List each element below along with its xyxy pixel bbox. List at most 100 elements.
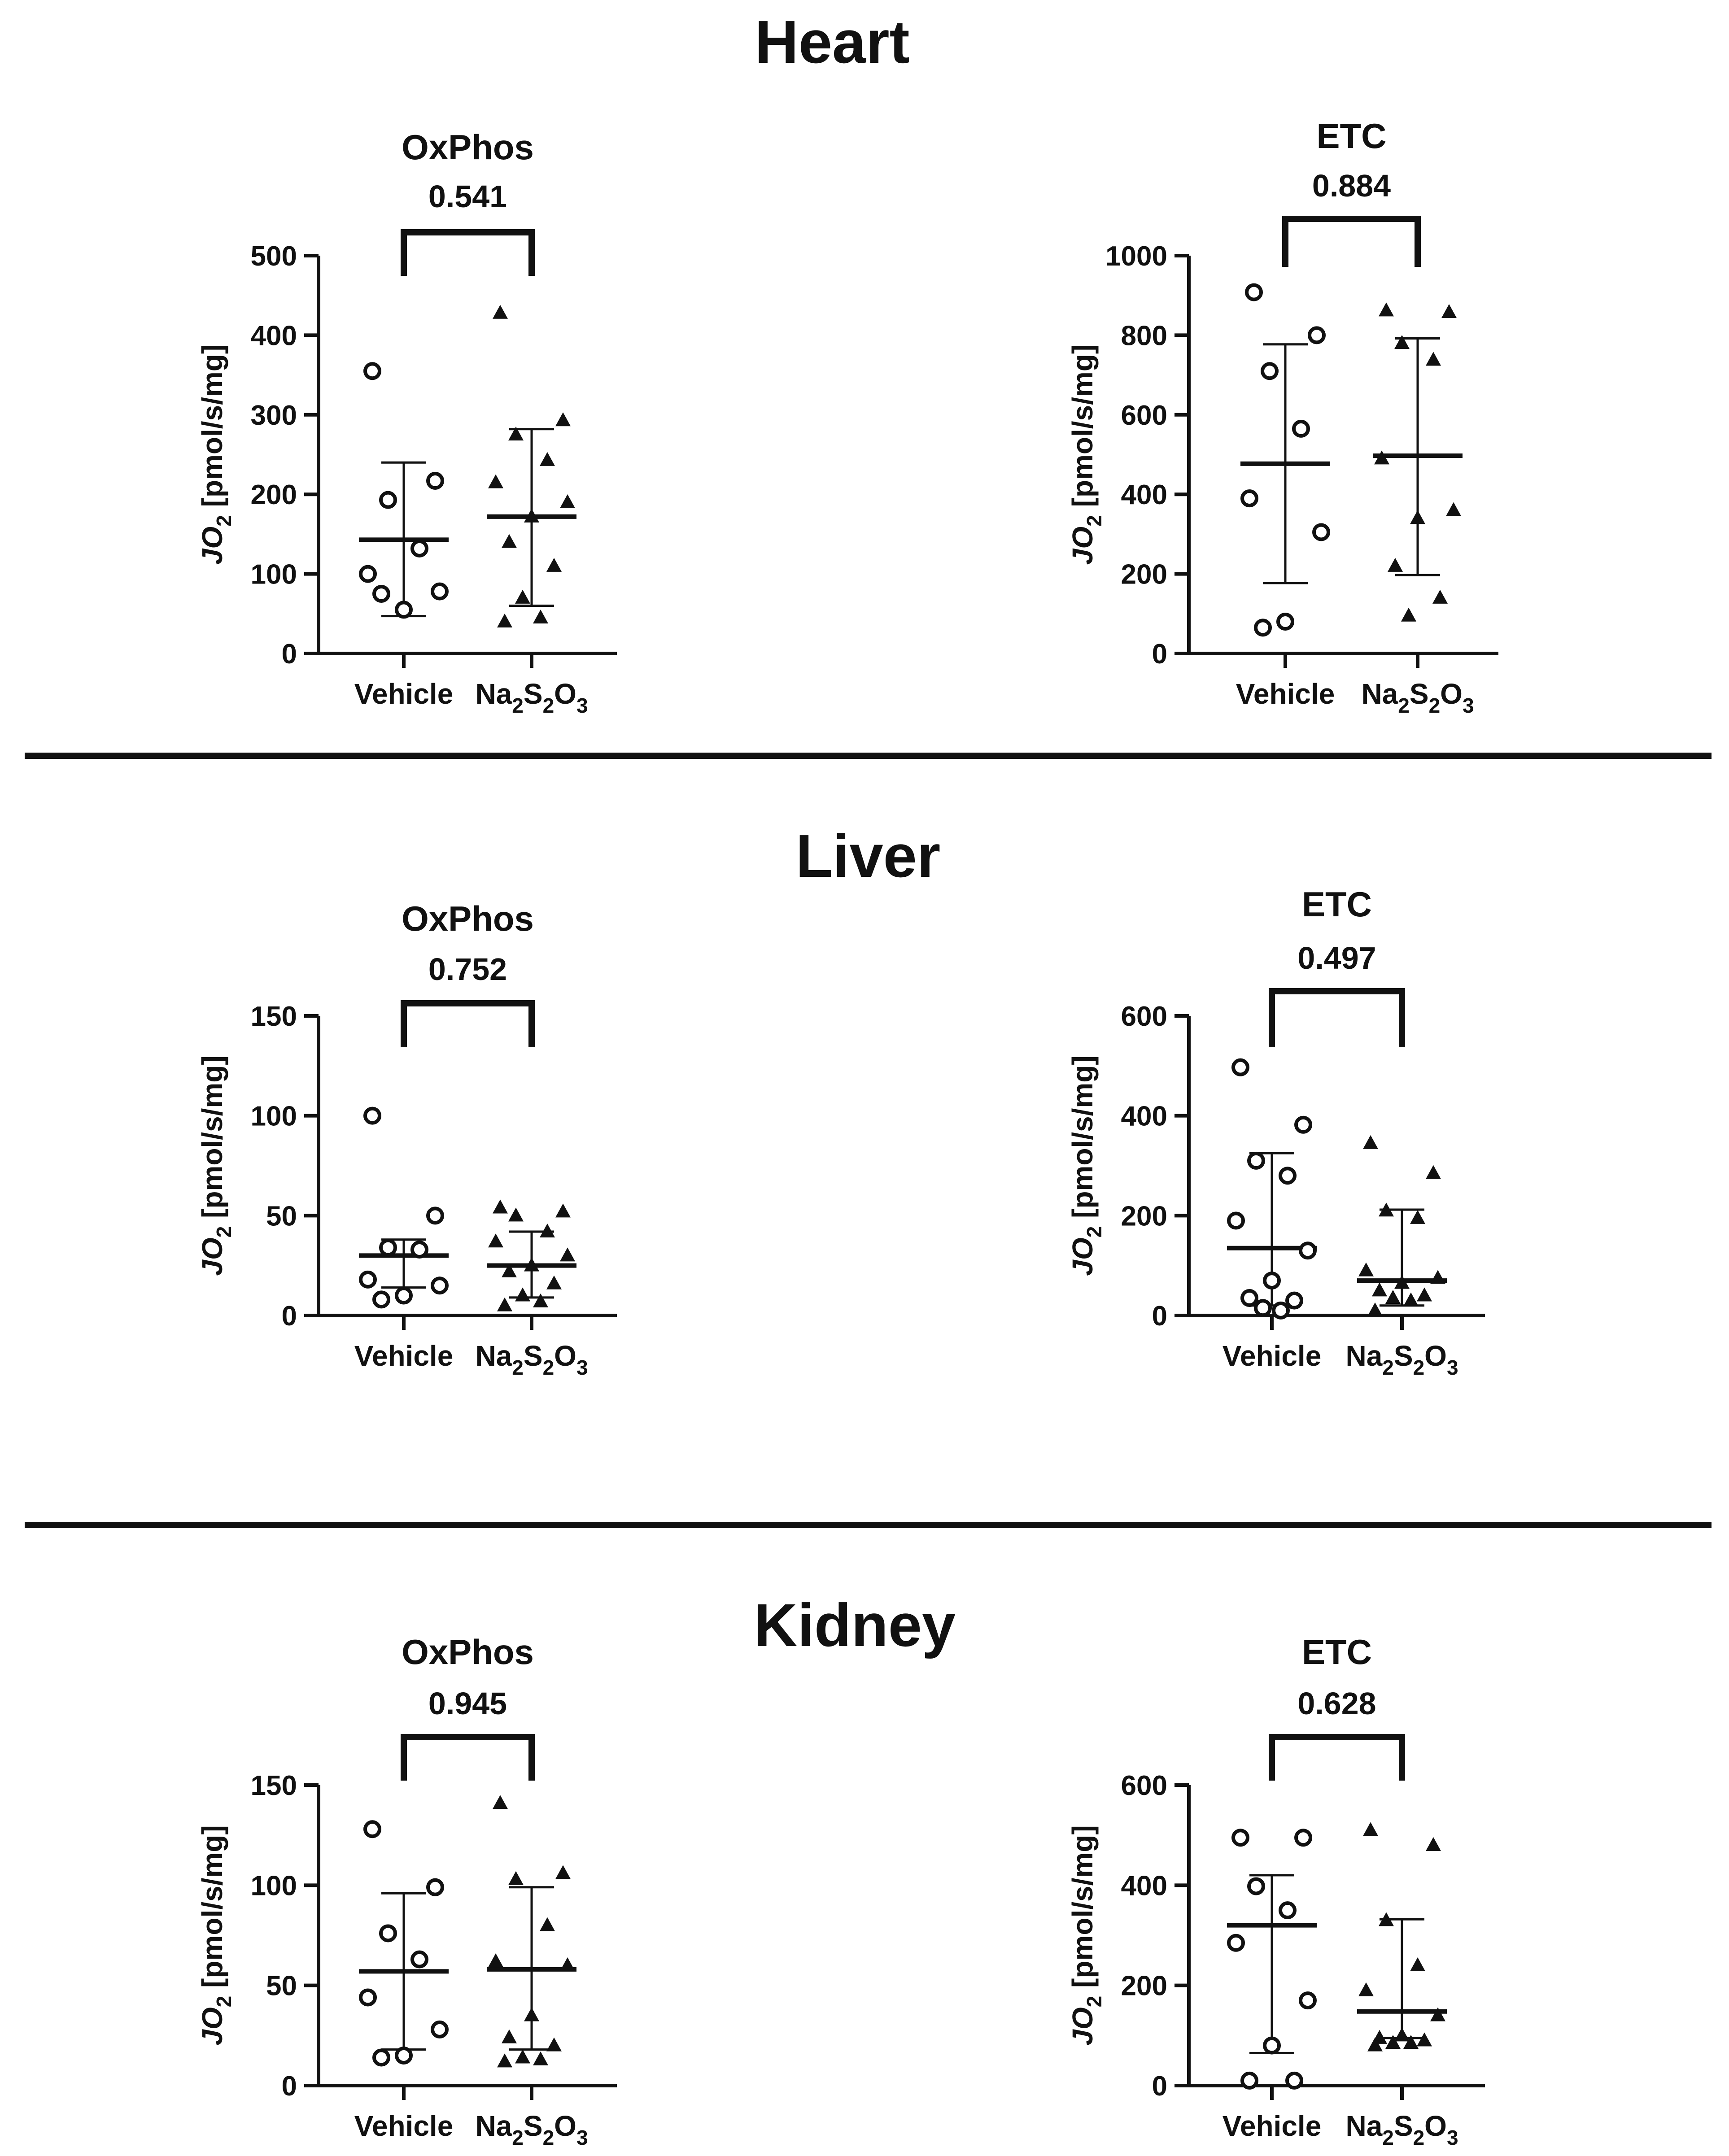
significance-bracket (1269, 988, 1405, 1047)
panel-title: OxPhos (402, 899, 534, 938)
label-subscript: 3 (576, 2126, 588, 2149)
data-point-vehicle (379, 1238, 397, 1257)
data-point-na2s2o3 (488, 1953, 503, 1968)
data-point-na2s2o3 (546, 2037, 562, 2051)
data-point-na2s2o3 (524, 2007, 539, 2021)
data-point-na2s2o3 (497, 1297, 512, 1311)
data-point-na2s2o3 (1430, 1270, 1445, 1284)
data-point-vehicle (395, 2047, 413, 2065)
y-axis-label: JO2 [pmol/s/mg] (1066, 1825, 1106, 2045)
y-tick-label: 100 (251, 559, 297, 590)
y-label-units: [pmol/s/mg] (196, 344, 228, 515)
panel-title: ETC (1317, 116, 1387, 156)
data-point-na2s2o3 (555, 1865, 571, 1879)
label-subscript: 2 (512, 694, 524, 717)
data-point-na2s2o3 (1379, 1912, 1394, 1926)
data-point-vehicle (410, 539, 428, 558)
x-category-label-na2s2o3: Na2S2O3 (475, 1340, 588, 1379)
y-tick-label: 800 (1121, 320, 1167, 351)
data-point-na2s2o3 (1403, 2035, 1419, 2049)
label-text: O (1424, 1340, 1447, 1372)
y-tick-label: 0 (1152, 1301, 1167, 1332)
data-point-vehicle (1231, 1829, 1249, 1847)
data-point-vehicle (1285, 2071, 1303, 2090)
data-point-na2s2o3 (493, 1795, 508, 1809)
data-point-na2s2o3 (1430, 2007, 1445, 2021)
data-point-vehicle (359, 1988, 377, 2007)
y-tick-label: 600 (1121, 1001, 1167, 1032)
data-point-na2s2o3 (560, 1957, 575, 1971)
data-point-vehicle (1272, 1301, 1290, 1320)
section-title-heart: Heart (755, 8, 909, 76)
label-subscript: 2 (1429, 694, 1441, 717)
data-point-vehicle (1254, 1299, 1272, 1317)
y-label-italic: JO (1066, 1237, 1099, 1276)
x-category-label-na2s2o3: Na2S2O3 (475, 2110, 588, 2149)
section-title-liver: Liver (796, 822, 941, 890)
y-tick-label: 500 (251, 241, 297, 272)
y-tick-label: 150 (251, 1001, 297, 1032)
label-subscript: 3 (576, 694, 588, 717)
data-point-na2s2o3 (493, 1199, 508, 1214)
data-point-na2s2o3 (533, 1293, 548, 1307)
y-tick-label: 400 (1121, 1870, 1167, 1901)
data-point-na2s2o3 (497, 2053, 512, 2068)
y-tick-label: 1000 (1105, 241, 1167, 272)
x-category-label-na2s2o3: Na2S2O3 (475, 678, 588, 717)
data-point-na2s2o3 (1401, 607, 1416, 622)
y-label-subscript: 2 (1083, 515, 1106, 527)
p-value-label: 0.497 (1297, 941, 1376, 976)
data-point-vehicle (395, 1286, 413, 1305)
y-tick-label: 200 (1121, 1201, 1167, 1232)
x-category-label-vehicle: Vehicle (1236, 678, 1335, 710)
label-subscript: 3 (1447, 2126, 1458, 2149)
data-point-na2s2o3 (1417, 2032, 1432, 2047)
y-tick-label: 400 (251, 320, 297, 351)
section-title-kidney: Kidney (754, 1591, 956, 1659)
data-point-vehicle (426, 1206, 444, 1225)
data-point-na2s2o3 (1432, 589, 1448, 604)
data-point-vehicle (1299, 1991, 1317, 2010)
data-point-na2s2o3 (515, 1287, 530, 1302)
y-axis-label: JO2 [pmol/s/mg] (196, 344, 236, 565)
data-point-na2s2o3 (524, 508, 539, 523)
y-label-italic: JO (196, 1237, 228, 1276)
x-category-label-na2s2o3: Na2S2O3 (1345, 2110, 1458, 2149)
data-point-na2s2o3 (1379, 302, 1394, 317)
data-point-na2s2o3 (1394, 1275, 1410, 1289)
y-tick-label: 50 (266, 1201, 297, 1232)
data-point-vehicle (1279, 1167, 1297, 1185)
data-point-na2s2o3 (502, 2029, 517, 2043)
data-point-na2s2o3 (488, 1233, 503, 1248)
y-tick-label: 0 (1152, 639, 1167, 670)
label-text: O (1440, 678, 1463, 710)
data-point-na2s2o3 (1394, 2027, 1410, 2042)
data-point-vehicle (1312, 523, 1330, 541)
data-point-na2s2o3 (1374, 450, 1389, 465)
y-label-subscript: 2 (1083, 1996, 1106, 2008)
data-point-na2s2o3 (488, 474, 503, 488)
data-point-vehicle (363, 362, 381, 380)
data-point-na2s2o3 (540, 1223, 555, 1237)
data-point-vehicle (1227, 1211, 1245, 1230)
y-axis-label: JO2 [pmol/s/mg] (1066, 344, 1106, 565)
label-text: O (554, 1340, 576, 1372)
data-point-vehicle (363, 1820, 381, 1838)
y-label-italic: JO (196, 2007, 228, 2045)
data-point-na2s2o3 (1417, 1287, 1432, 1302)
label-subscript: 2 (1398, 694, 1410, 717)
y-label-units: [pmol/s/mg] (1066, 1825, 1099, 1995)
data-point-na2s2o3 (1410, 1210, 1425, 1224)
data-point-vehicle (1247, 1151, 1265, 1170)
data-point-na2s2o3 (1363, 1135, 1378, 1149)
label-text: S (1410, 678, 1429, 710)
y-label-subscript: 2 (212, 1996, 236, 2008)
data-point-na2s2o3 (493, 305, 508, 319)
y-tick-label: 200 (251, 479, 297, 510)
x-category-label-na2s2o3: Na2S2O3 (1345, 1340, 1458, 1379)
data-point-vehicle (431, 1276, 449, 1295)
